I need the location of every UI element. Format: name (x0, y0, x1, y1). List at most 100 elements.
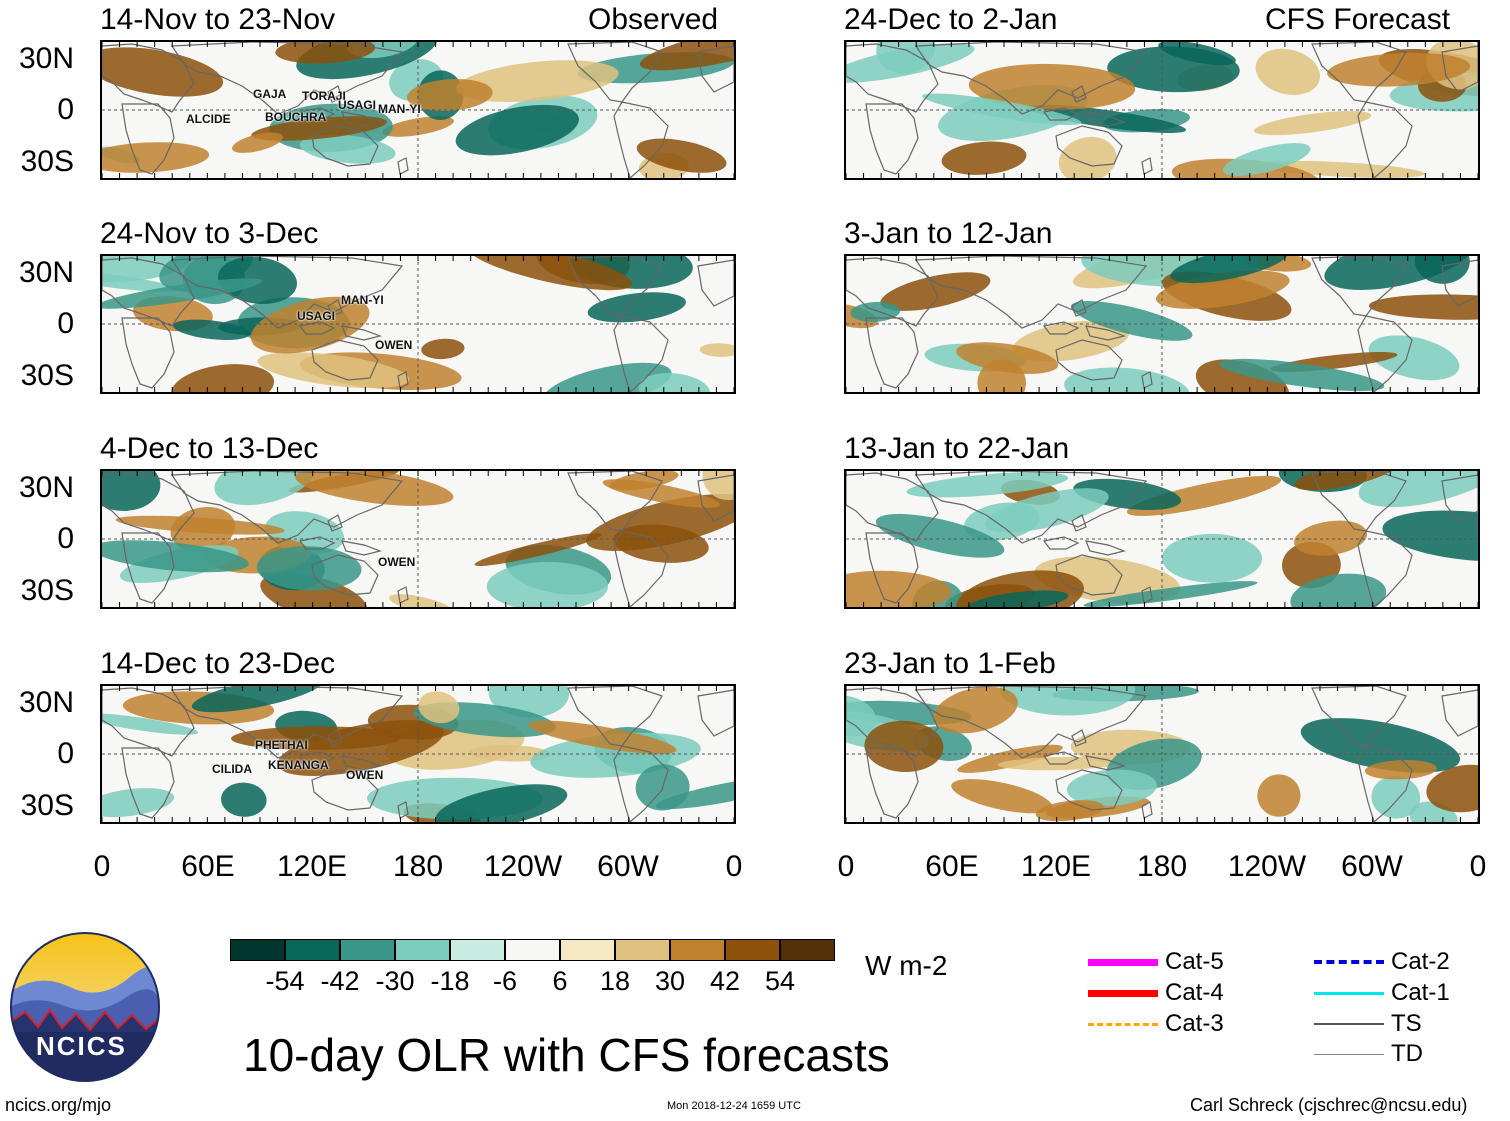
anomaly-region (1324, 256, 1472, 290)
anomaly-region (636, 138, 727, 173)
olr-map-observed-3 (100, 469, 736, 609)
coastline (1441, 689, 1478, 737)
coastline (1311, 471, 1407, 532)
storm-label: GAJA (253, 87, 287, 101)
anomaly-region (528, 720, 677, 754)
legend-label-ts: TS (1391, 1010, 1422, 1037)
coastline (1441, 259, 1478, 307)
lon-label: 60E (925, 850, 979, 883)
coastline (121, 747, 175, 819)
colorbar-tick-label: 42 (709, 966, 741, 996)
storm-label: USAGI (338, 98, 377, 112)
coastline (1141, 371, 1153, 389)
coastline (311, 769, 379, 811)
colorbar-tick-label: 30 (654, 966, 686, 996)
coastline (1085, 755, 1127, 771)
panel-title-fc-2: 3-Jan to 12-Jan (844, 217, 1053, 250)
panel-title-obs-3: 4-Dec to 13-Dec (100, 432, 319, 465)
anomaly-region (1382, 510, 1478, 562)
coastline (914, 686, 1148, 759)
anomaly-region (191, 686, 324, 713)
anomaly-region (221, 782, 267, 817)
anomaly-region (455, 104, 579, 156)
anomaly-region (232, 132, 283, 153)
anomaly-region (1253, 111, 1372, 136)
website-link[interactable]: ncics.org/mjo (5, 1095, 112, 1115)
anomaly-region (1294, 520, 1368, 556)
storm-label: OWEN (346, 768, 384, 782)
coastline (846, 687, 939, 757)
coastline (327, 85, 343, 103)
coastline (1071, 85, 1087, 103)
coastline (567, 42, 663, 103)
anomaly-region (999, 686, 1136, 716)
anomaly-region (875, 513, 1005, 558)
anomaly-region (876, 42, 935, 74)
coastline (865, 103, 919, 175)
lat-label-30n: 30N (18, 42, 74, 75)
storm-label: CILIDA (212, 762, 252, 776)
olr-map-forecast-3 (844, 469, 1480, 609)
olr-anomaly-field (102, 471, 734, 607)
coastline (1042, 321, 1080, 335)
anomaly-region (1294, 471, 1399, 491)
coastline (567, 256, 663, 317)
panel-title-obs-4: 14-Dec to 23-Dec (100, 647, 336, 680)
colorbar-tick-label: -30 (375, 966, 415, 996)
lat-label-30s: 30S (20, 359, 74, 392)
anomaly-region (1300, 718, 1461, 773)
anomaly-region (1364, 759, 1437, 780)
logo-text: NCICS (36, 1031, 127, 1061)
olr-map-forecast-2 (844, 254, 1480, 394)
lat-label-eq: 0 (57, 93, 74, 126)
olr-map-forecast-4 (844, 684, 1480, 824)
anomaly-region (1426, 764, 1478, 813)
olr-anomaly-field (846, 42, 1478, 178)
colorbar-tick-label: 18 (599, 966, 631, 996)
anomaly-region (1219, 358, 1385, 392)
coastline (1141, 157, 1153, 175)
coastline (613, 101, 669, 178)
coastline (1311, 686, 1407, 747)
anomaly-region (1255, 48, 1320, 96)
anomaly-region (1012, 320, 1130, 362)
anomaly-region (115, 515, 285, 535)
storm-label: OWEN (378, 555, 416, 569)
anomaly-region (1035, 800, 1104, 822)
coastline (341, 755, 383, 771)
legend-line-cat-4 (1088, 990, 1158, 997)
anomaly-region (864, 720, 944, 773)
coastline (1042, 107, 1080, 121)
coastline (846, 472, 939, 542)
anomaly-region (1170, 256, 1289, 284)
olr-anomaly-field (102, 256, 734, 392)
olr-map-observed-1 (100, 40, 736, 180)
lat-label-eq: 0 (57, 522, 74, 555)
lon-label: 120W (1227, 850, 1307, 883)
lat-label-30n: 30N (18, 471, 74, 504)
anomaly-region (638, 372, 711, 392)
colorbar-swatch (725, 939, 780, 961)
anomaly-region (956, 342, 1059, 374)
lat-label-30s: 30S (20, 574, 74, 607)
coastline (341, 325, 383, 341)
coastline (1042, 751, 1080, 765)
colorbar-swatch (340, 939, 395, 961)
anomaly-region (699, 343, 734, 357)
colorbar-swatch (230, 939, 285, 961)
storm-label: MAN-YI (341, 293, 384, 307)
lon-label: 0 (837, 850, 855, 883)
anomaly-region (941, 141, 1027, 175)
coastline (1441, 45, 1478, 93)
anomaly-region (277, 720, 444, 776)
legend-label-td: TD (1391, 1040, 1423, 1067)
anomaly-region (418, 691, 460, 724)
lon-label: 60E (181, 850, 235, 883)
coastline (865, 747, 919, 819)
coastline (170, 471, 404, 544)
anomaly-region (1083, 581, 1258, 607)
coastline (1085, 540, 1127, 556)
legend-label-cat-4: Cat-4 (1165, 979, 1224, 1006)
anomaly-region (102, 142, 210, 173)
coastline (865, 532, 919, 604)
